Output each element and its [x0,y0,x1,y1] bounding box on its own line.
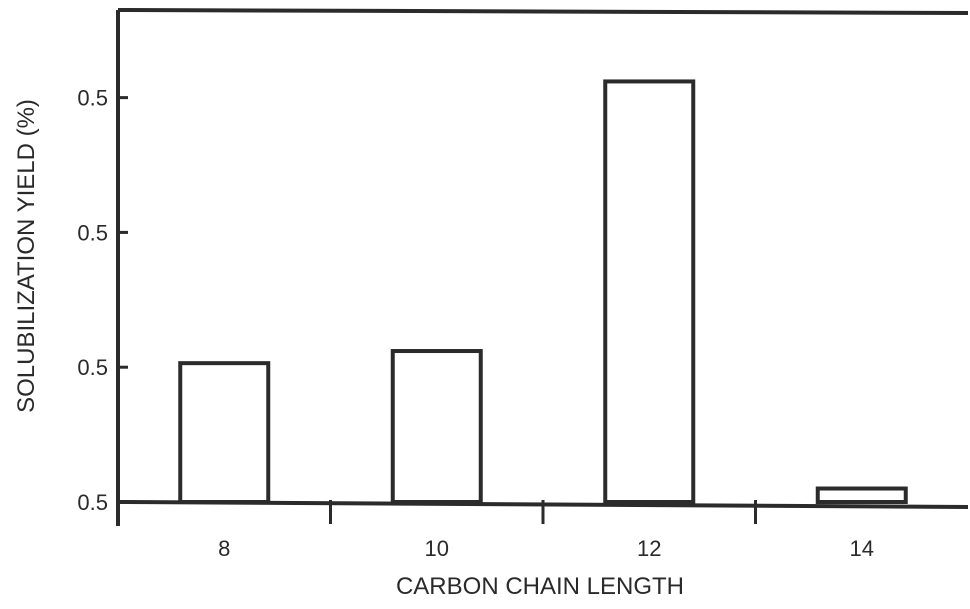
x-tick-label: 14 [850,536,874,561]
bar [393,351,481,502]
bar-series [180,81,906,502]
x-axis-title: CARBON CHAIN LENGTH [396,573,684,600]
y-tick-label: 0.5 [77,355,108,380]
y-axis-title: SOLUBILIZATION YIELD (%) [13,99,40,413]
x-tick-label: 12 [637,536,661,561]
y-tick-label: 0.5 [77,86,108,111]
bar [180,363,268,502]
y-tick-label: 0.5 [77,490,108,515]
bar [605,81,693,502]
x-axis: 8 10 12 14 [218,500,874,561]
bar [818,489,906,502]
x-tick-label: 8 [218,536,230,561]
y-tick-label: 0.5 [77,220,108,245]
top-border-line [118,10,968,13]
x-tick-label: 10 [425,536,449,561]
y-axis: 0.5 0.5 0.5 0.5 [77,86,128,515]
